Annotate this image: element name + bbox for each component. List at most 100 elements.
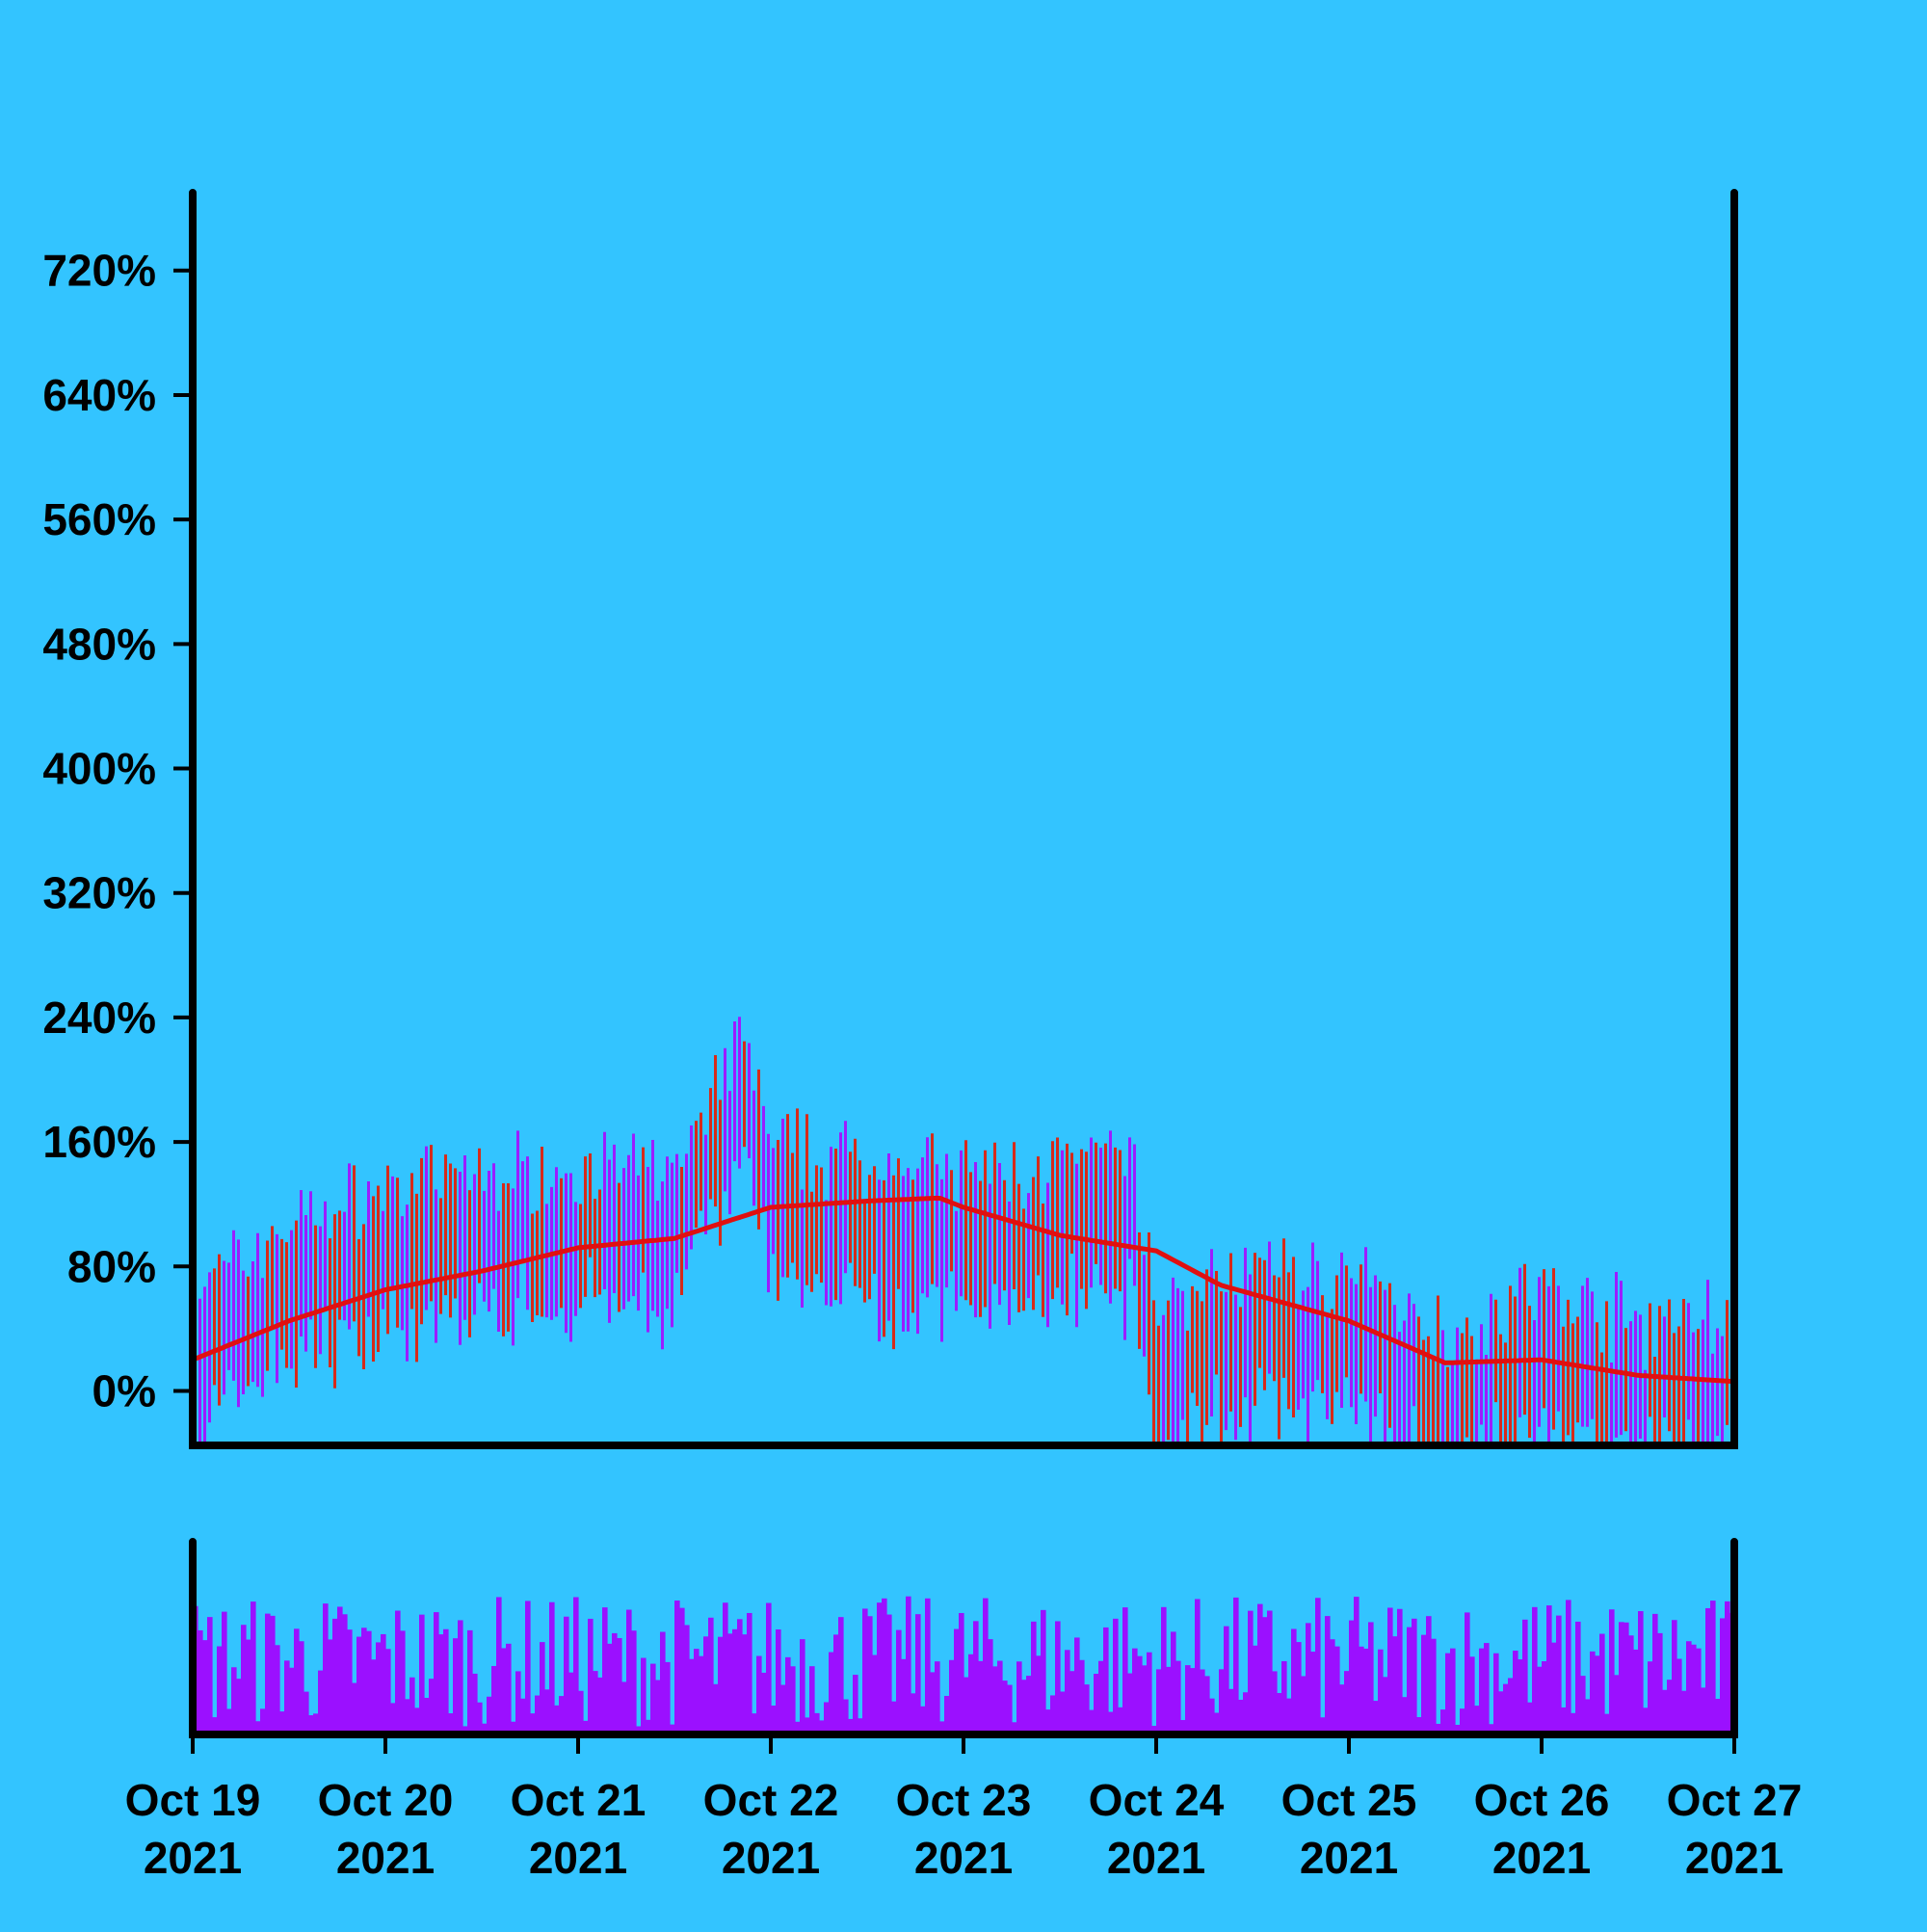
- moving-average-series: [192, 1195, 1735, 1385]
- volume-bar: [1016, 1661, 1022, 1734]
- volume-bar: [1113, 1618, 1119, 1734]
- volume-bar: [1715, 1699, 1721, 1734]
- volume-bar: [448, 1713, 454, 1734]
- x-tick-label-date: Oct 26: [1474, 1775, 1610, 1825]
- volume-bar: [1118, 1707, 1123, 1734]
- volume-bar: [814, 1712, 820, 1734]
- volume-bar: [877, 1602, 883, 1734]
- volume-bar: [409, 1677, 415, 1734]
- volume-bar: [270, 1615, 276, 1734]
- volume-bar: [1546, 1605, 1552, 1734]
- volume-bar: [1436, 1723, 1441, 1734]
- volume-bar: [1195, 1599, 1201, 1734]
- volume-bar: [997, 1660, 1003, 1734]
- y-tick-label: 480%: [42, 619, 156, 669]
- volume-bar: [212, 1717, 218, 1734]
- volume-bar: [462, 1726, 468, 1734]
- x-tick-label-year: 2021: [1300, 1833, 1398, 1883]
- volume-bar: [915, 1614, 921, 1734]
- volume-bar: [1407, 1627, 1412, 1734]
- volume-bar: [1392, 1636, 1398, 1734]
- volume-bar: [1368, 1622, 1374, 1734]
- volume-bar: [1036, 1655, 1042, 1734]
- volume-bar: [1373, 1701, 1379, 1734]
- volume-bar: [1045, 1709, 1051, 1734]
- volume-bar: [602, 1607, 608, 1734]
- volume-bar: [829, 1652, 834, 1734]
- volume-bar: [1031, 1621, 1037, 1734]
- volume-bar: [737, 1619, 743, 1734]
- x-tick-label-date: Oct 21: [511, 1775, 647, 1825]
- volume-bar: [520, 1698, 526, 1734]
- volume-bar: [1041, 1609, 1046, 1734]
- volume-bar: [761, 1672, 767, 1734]
- volume-bar: [1055, 1621, 1061, 1734]
- volume-bar: [323, 1603, 329, 1734]
- volume-bar: [1286, 1698, 1292, 1734]
- x-axis: Oct 19 2021 Oct 20 2021 Oct 21 2021 Oct 22 2021…: [125, 1734, 1802, 1883]
- volume-bar: [318, 1670, 324, 1734]
- volume-bar: [1450, 1648, 1456, 1734]
- volume-bar: [1431, 1638, 1437, 1734]
- volume-bar: [289, 1667, 295, 1734]
- volume-bar: [752, 1713, 757, 1734]
- volume-bar: [1566, 1600, 1571, 1734]
- volume-bar: [222, 1611, 227, 1734]
- volume-bar: [1643, 1707, 1649, 1734]
- volume-bar: [655, 1680, 661, 1734]
- volume-bar: [1277, 1693, 1282, 1734]
- volume-bar: [954, 1628, 960, 1734]
- volume-bar: [337, 1606, 343, 1734]
- volume-bar: [1296, 1642, 1302, 1734]
- volume-bar: [299, 1641, 304, 1734]
- volume-bar: [911, 1693, 916, 1734]
- volume-bar: [564, 1616, 569, 1734]
- volume-bar: [1489, 1724, 1494, 1734]
- volume-bar: [1551, 1642, 1557, 1734]
- volume-bar: [1648, 1661, 1653, 1734]
- y-axis: 0% 80% 160% 240% 320% 400% 480% 560% 640% 720%: [42, 246, 193, 1416]
- volume-bar: [1493, 1653, 1499, 1734]
- volume-bar: [1710, 1601, 1716, 1734]
- y-tick-label: 160%: [42, 1117, 156, 1167]
- volume-bar: [1354, 1597, 1359, 1734]
- volume-bar: [1127, 1673, 1133, 1734]
- volume-bar: [260, 1708, 266, 1734]
- volume-bar: [453, 1638, 459, 1734]
- volume-bar: [906, 1596, 911, 1734]
- volume-bar: [1609, 1609, 1615, 1734]
- volume-bar: [679, 1607, 685, 1734]
- volume-bar: [824, 1702, 830, 1734]
- volume-bar: [1007, 1684, 1013, 1734]
- volume-bar: [1571, 1712, 1576, 1734]
- axes-frame: [189, 189, 1738, 1738]
- volume-bar: [434, 1612, 439, 1734]
- volume-bar: [275, 1645, 280, 1734]
- volume-bar: [1522, 1619, 1528, 1734]
- volume-bar: [727, 1633, 733, 1734]
- volume-bar: [776, 1629, 781, 1734]
- volume-bar: [1628, 1635, 1634, 1734]
- volume-bar: [891, 1701, 897, 1734]
- volume-bar: [1585, 1699, 1591, 1734]
- price-bars: [194, 1017, 1733, 1442]
- x-tick-label-date: Oct 25: [1281, 1775, 1417, 1825]
- volume-bar: [1667, 1680, 1673, 1734]
- volume-bar: [939, 1721, 945, 1734]
- volume-bar: [708, 1617, 714, 1734]
- volume-bar: [1701, 1687, 1706, 1734]
- volume-bar: [332, 1618, 338, 1734]
- volume-bars: [193, 1596, 1735, 1734]
- volume-bar: [723, 1602, 728, 1734]
- volume-bar: [1720, 1618, 1726, 1734]
- volume-bar: [1672, 1620, 1677, 1734]
- volume-bar: [862, 1608, 868, 1734]
- volume-bar: [1074, 1637, 1080, 1734]
- volume-bar: [790, 1666, 796, 1734]
- volume-bar: [1094, 1674, 1099, 1734]
- volume-bar: [554, 1705, 560, 1734]
- volume-bar: [1334, 1646, 1340, 1734]
- y-tick-label: 720%: [42, 246, 156, 296]
